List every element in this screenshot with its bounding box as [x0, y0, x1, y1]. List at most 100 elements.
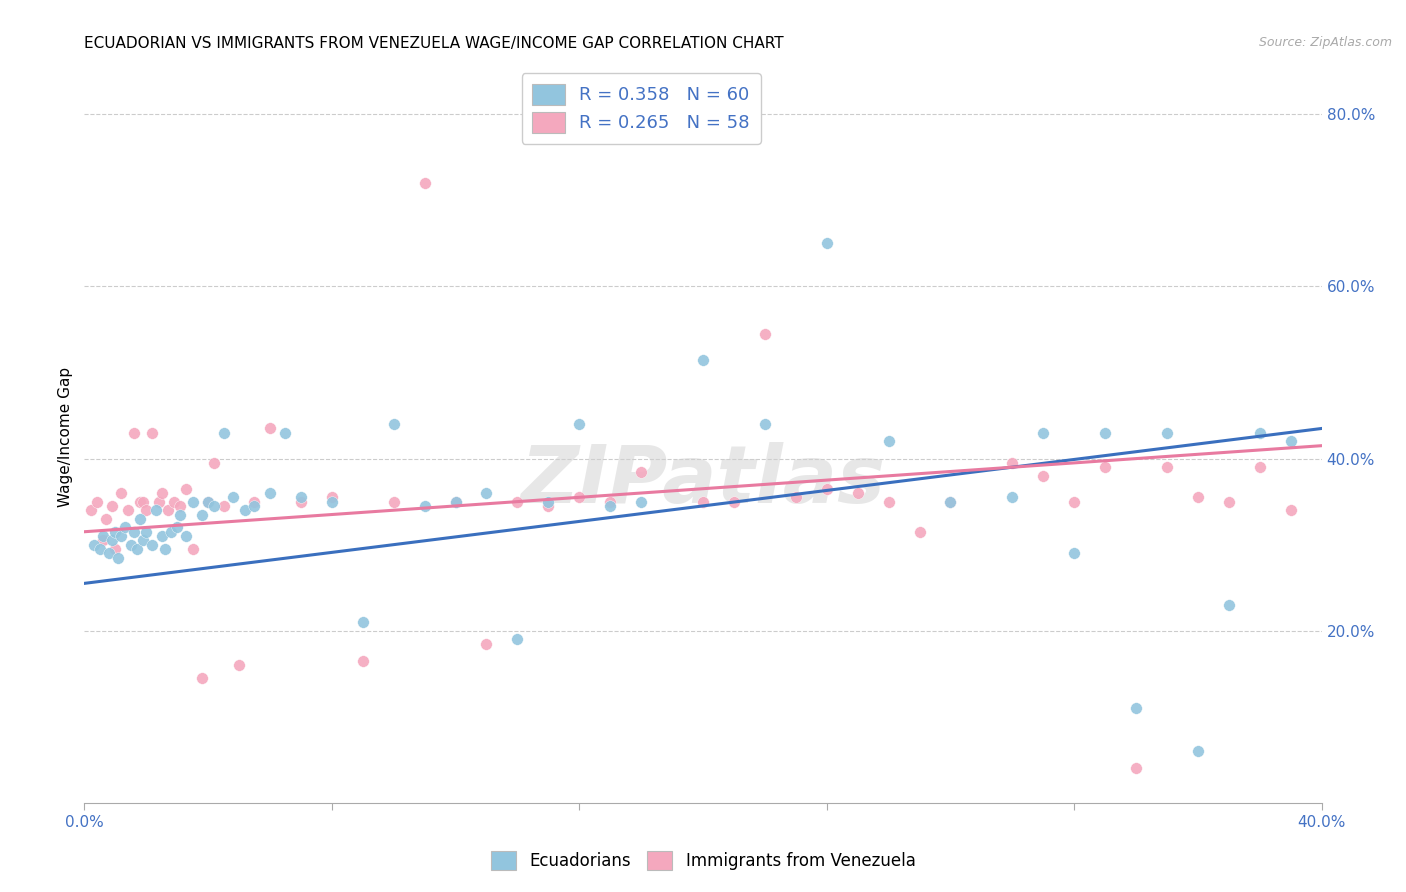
Point — [908, 524, 931, 539]
Point — [117, 503, 139, 517]
Point — [233, 503, 256, 517]
Point — [568, 491, 591, 505]
Point — [1032, 425, 1054, 440]
Point — [352, 654, 374, 668]
Point — [176, 482, 198, 496]
Point — [163, 494, 186, 508]
Point — [1218, 598, 1240, 612]
Point — [537, 499, 560, 513]
Point — [191, 508, 214, 522]
Point — [181, 541, 204, 556]
Point — [197, 494, 219, 508]
Point — [506, 494, 529, 508]
Point — [243, 494, 266, 508]
Point — [506, 632, 529, 647]
Point — [444, 494, 467, 508]
Point — [630, 465, 652, 479]
Point — [723, 494, 745, 508]
Point — [94, 512, 117, 526]
Y-axis label: Wage/Income Gap: Wage/Income Gap — [58, 367, 73, 508]
Point — [1279, 434, 1302, 449]
Point — [259, 421, 281, 435]
Legend: Ecuadorians, Immigrants from Venezuela: Ecuadorians, Immigrants from Venezuela — [482, 843, 924, 879]
Point — [86, 494, 108, 508]
Point — [91, 529, 114, 543]
Point — [321, 491, 343, 505]
Text: Source: ZipAtlas.com: Source: ZipAtlas.com — [1258, 36, 1392, 49]
Point — [754, 417, 776, 432]
Point — [160, 524, 183, 539]
Point — [98, 546, 121, 560]
Point — [537, 494, 560, 508]
Point — [568, 417, 591, 432]
Point — [939, 494, 962, 508]
Point — [1094, 425, 1116, 440]
Point — [1249, 425, 1271, 440]
Point — [1279, 503, 1302, 517]
Point — [877, 494, 900, 508]
Point — [877, 434, 900, 449]
Point — [122, 524, 145, 539]
Point — [150, 486, 173, 500]
Point — [1001, 456, 1024, 470]
Point — [290, 491, 312, 505]
Point — [135, 503, 157, 517]
Point — [1218, 494, 1240, 508]
Point — [145, 503, 167, 517]
Point — [1063, 546, 1085, 560]
Text: ECUADORIAN VS IMMIGRANTS FROM VENEZUELA WAGE/INCOME GAP CORRELATION CHART: ECUADORIAN VS IMMIGRANTS FROM VENEZUELA … — [84, 36, 785, 51]
Point — [135, 524, 157, 539]
Point — [169, 499, 191, 513]
Point — [1125, 761, 1147, 775]
Point — [475, 486, 498, 500]
Point — [79, 503, 101, 517]
Point — [352, 615, 374, 629]
Point — [1156, 460, 1178, 475]
Point — [1001, 491, 1024, 505]
Point — [444, 494, 467, 508]
Point — [382, 494, 405, 508]
Point — [1094, 460, 1116, 475]
Point — [122, 425, 145, 440]
Point — [274, 425, 297, 440]
Point — [150, 529, 173, 543]
Point — [1125, 701, 1147, 715]
Point — [120, 538, 142, 552]
Point — [101, 533, 124, 548]
Point — [197, 494, 219, 508]
Point — [83, 538, 105, 552]
Point — [166, 520, 188, 534]
Point — [243, 499, 266, 513]
Point — [1032, 468, 1054, 483]
Point — [107, 550, 129, 565]
Point — [413, 176, 436, 190]
Point — [125, 541, 148, 556]
Text: ZIPatlas: ZIPatlas — [520, 442, 886, 520]
Point — [132, 533, 155, 548]
Point — [212, 499, 235, 513]
Point — [475, 637, 498, 651]
Point — [815, 482, 838, 496]
Point — [785, 491, 807, 505]
Point — [181, 494, 204, 508]
Point — [169, 508, 191, 522]
Point — [91, 533, 114, 548]
Point — [815, 236, 838, 251]
Point — [202, 456, 225, 470]
Point — [1063, 494, 1085, 508]
Point — [413, 499, 436, 513]
Point — [191, 671, 214, 685]
Point — [630, 494, 652, 508]
Point — [599, 494, 621, 508]
Point — [101, 499, 124, 513]
Point — [153, 541, 176, 556]
Point — [692, 494, 714, 508]
Point — [141, 425, 163, 440]
Point — [156, 503, 179, 517]
Point — [321, 494, 343, 508]
Point — [89, 541, 111, 556]
Point — [222, 491, 245, 505]
Point — [132, 494, 155, 508]
Point — [382, 417, 405, 432]
Point — [129, 512, 152, 526]
